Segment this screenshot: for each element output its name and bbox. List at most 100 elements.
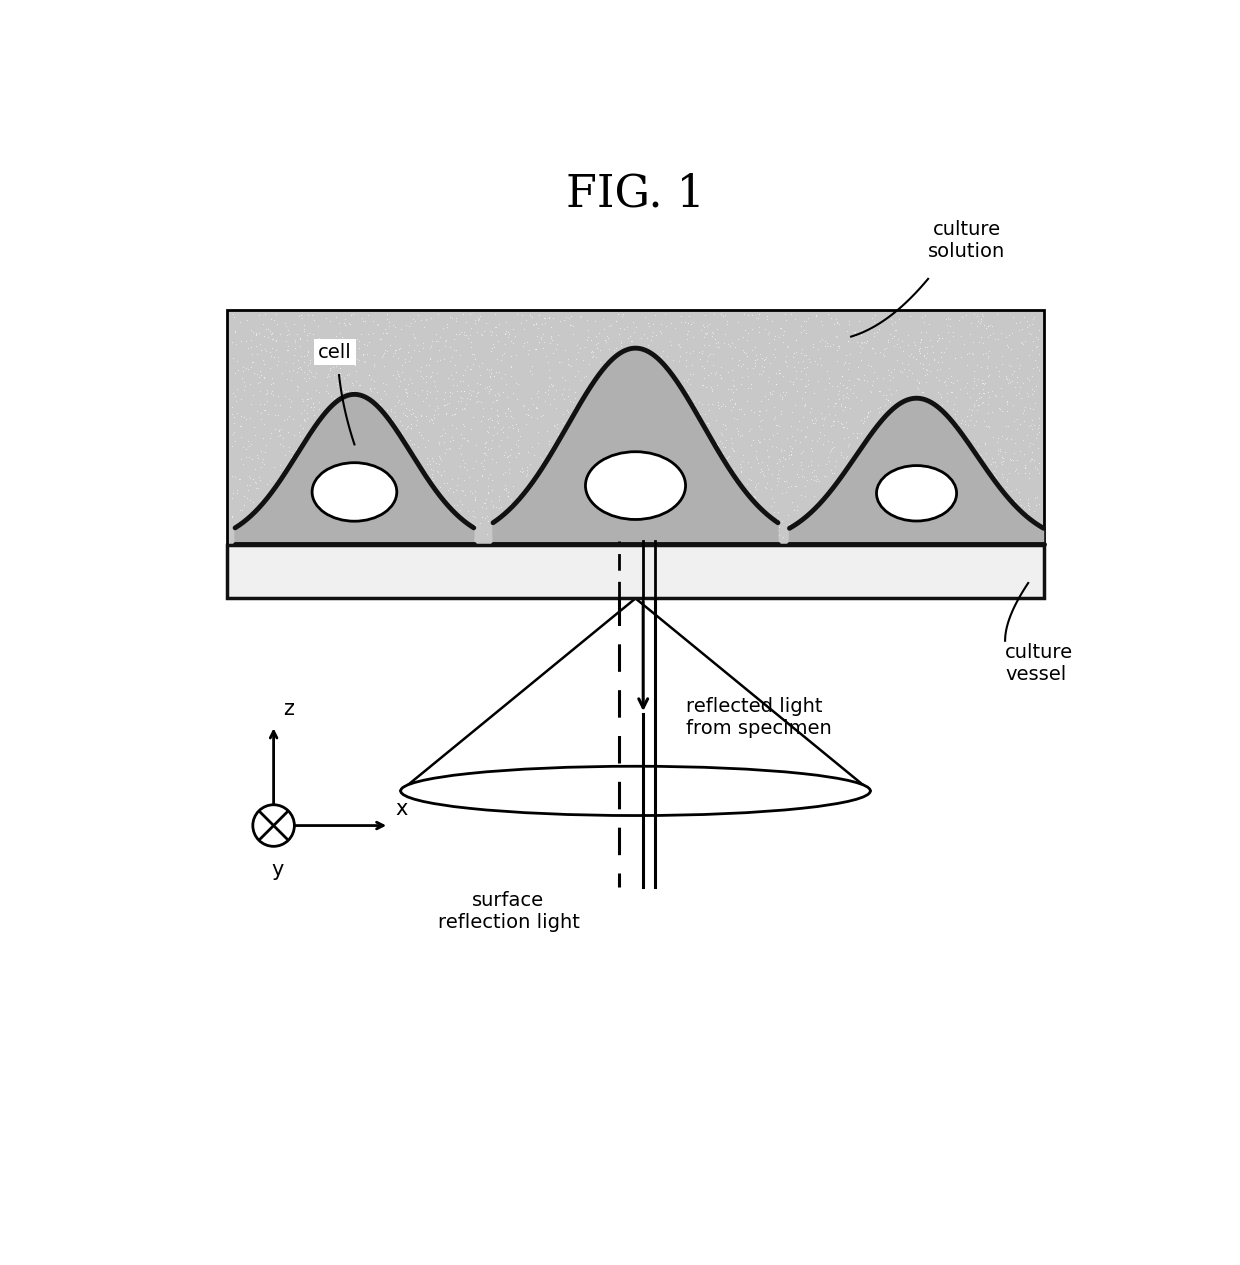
Point: [381, 491, 401, 511]
Point: [578, 514, 598, 534]
Point: [952, 410, 972, 430]
Point: [549, 524, 569, 544]
Point: [393, 362, 413, 382]
Point: [837, 529, 857, 549]
Point: [384, 466, 404, 486]
Point: [1011, 388, 1030, 409]
Point: [430, 477, 450, 497]
Point: [373, 323, 393, 343]
Point: [273, 428, 293, 448]
Point: [254, 454, 274, 474]
Point: [919, 314, 939, 334]
Point: [734, 503, 754, 524]
Point: [791, 343, 811, 363]
Point: [905, 493, 925, 514]
Point: [355, 421, 374, 441]
Point: [955, 431, 975, 452]
Point: [453, 479, 472, 500]
Point: [474, 320, 494, 340]
Point: [360, 378, 379, 398]
Point: [320, 358, 340, 378]
Point: [489, 510, 508, 530]
Point: [559, 503, 579, 524]
Point: [244, 416, 264, 436]
Point: [263, 329, 283, 349]
Point: [444, 495, 464, 515]
Point: [241, 320, 260, 340]
Point: [733, 521, 753, 541]
Point: [242, 505, 262, 525]
Point: [243, 352, 263, 372]
Point: [924, 524, 944, 544]
Point: [734, 482, 754, 502]
Point: [304, 429, 324, 449]
Point: [241, 374, 260, 395]
Point: [450, 457, 470, 477]
Point: [818, 304, 838, 324]
Point: [518, 405, 538, 425]
Point: [702, 321, 722, 342]
Point: [960, 506, 980, 526]
Point: [965, 396, 985, 416]
Point: [771, 318, 791, 338]
Point: [965, 304, 985, 324]
Point: [827, 350, 847, 371]
Point: [836, 397, 856, 417]
Point: [839, 314, 859, 334]
Point: [522, 363, 542, 383]
Point: [978, 416, 998, 436]
Point: [632, 515, 652, 535]
Point: [312, 479, 332, 500]
Point: [397, 419, 417, 439]
Point: [254, 400, 274, 420]
Point: [773, 448, 792, 468]
Point: [438, 368, 458, 388]
Point: [707, 374, 727, 395]
Point: [526, 314, 546, 334]
Point: [503, 383, 523, 404]
Point: [863, 338, 883, 358]
Point: [835, 484, 854, 505]
Point: [996, 368, 1016, 388]
Point: [615, 409, 635, 429]
Point: [673, 467, 693, 487]
Point: [495, 334, 515, 354]
Point: [728, 329, 748, 349]
Point: [629, 477, 649, 497]
Point: [599, 443, 619, 463]
Point: [665, 318, 684, 338]
Point: [291, 440, 311, 460]
Point: [982, 402, 1002, 423]
Point: [655, 517, 675, 538]
Point: [802, 440, 822, 460]
Point: [892, 331, 911, 352]
Point: [401, 368, 420, 388]
Point: [435, 404, 455, 424]
Point: [293, 502, 312, 522]
Point: [646, 444, 666, 464]
Point: [928, 359, 947, 380]
Point: [644, 517, 663, 538]
Point: [879, 390, 899, 410]
Point: [600, 419, 620, 439]
Point: [309, 398, 329, 419]
Point: [605, 467, 625, 487]
Point: [986, 467, 1006, 487]
Point: [534, 307, 554, 328]
Point: [660, 479, 680, 500]
Point: [749, 517, 769, 538]
Point: [720, 507, 740, 528]
Point: [358, 366, 378, 386]
Point: [258, 490, 278, 510]
Point: [270, 491, 290, 511]
Point: [738, 358, 758, 378]
Point: [339, 421, 358, 441]
Point: [872, 517, 892, 538]
Point: [965, 431, 985, 452]
Point: [294, 362, 314, 382]
Point: [443, 517, 463, 538]
Point: [769, 516, 789, 536]
Point: [311, 519, 331, 539]
Point: [572, 407, 591, 428]
Point: [284, 361, 304, 381]
